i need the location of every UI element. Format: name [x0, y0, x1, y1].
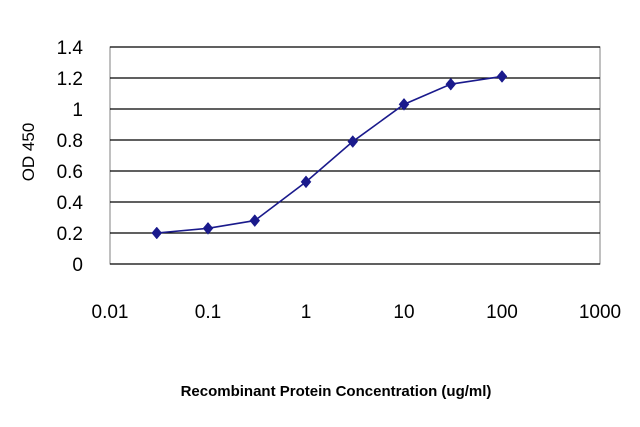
x-axis-title: Recombinant Protein Concentration (ug/ml… — [181, 383, 492, 400]
x-tick-label: 10 — [393, 302, 414, 323]
series-line — [156, 75, 503, 234]
x-tick-label: 100 — [486, 302, 518, 323]
series-layer — [151, 70, 508, 240]
data-point — [151, 226, 163, 240]
y-axis-ticks: 0 0.2 0.4 0.6 0.8 1 1.2 1.4 — [57, 38, 84, 276]
data-point — [300, 175, 312, 189]
data-point — [347, 135, 359, 148]
plot-area — [109, 46, 601, 265]
data-point — [496, 70, 508, 83]
y-axis-title: OD 450 — [19, 123, 38, 182]
y-tick-label: 0.8 — [57, 131, 83, 152]
gridlines — [110, 46, 600, 265]
y-tick-label: 0 — [72, 255, 83, 276]
x-tick-label: 1000 — [579, 302, 621, 323]
x-axis-ticks: 0.01 0.1 1 10 100 1000 — [92, 302, 622, 323]
y-tick-label: 1.2 — [57, 69, 83, 90]
x-tick-label: 1 — [301, 302, 312, 323]
x-tick-label: 0.1 — [195, 302, 221, 323]
data-point — [202, 221, 214, 235]
y-tick-label: 0.6 — [57, 162, 83, 183]
data-point — [445, 77, 457, 91]
y-tick-label: 0.2 — [57, 224, 83, 245]
data-point — [249, 214, 261, 227]
data-point — [398, 97, 410, 111]
plot-frame — [109, 46, 601, 265]
x-tick-label: 0.01 — [92, 302, 129, 323]
y-tick-label: 1.4 — [57, 38, 84, 59]
y-tick-label: 0.4 — [57, 193, 84, 214]
y-tick-label: 1 — [72, 100, 83, 121]
